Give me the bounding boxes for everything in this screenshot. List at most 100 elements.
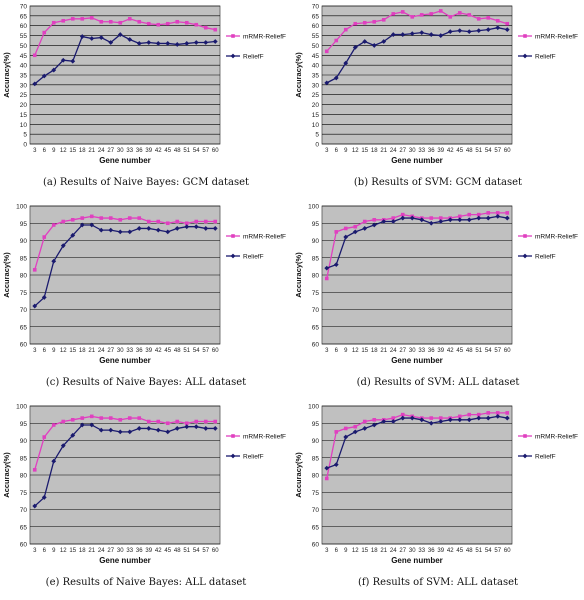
data-point xyxy=(137,19,142,24)
data-point xyxy=(410,15,415,19)
y-tick-label: 35 xyxy=(20,73,28,80)
data-point xyxy=(60,443,66,449)
legend-marker xyxy=(231,234,235,238)
y-tick-label: 35 xyxy=(312,73,320,80)
legend-marker xyxy=(230,453,236,459)
data-point xyxy=(137,416,142,420)
data-point xyxy=(447,417,453,423)
data-point xyxy=(174,42,180,47)
x-tick-label: 3 xyxy=(33,148,37,154)
data-point xyxy=(193,424,199,430)
x-tick-label: 12 xyxy=(352,148,359,154)
x-tick-label: 18 xyxy=(371,548,378,554)
data-point xyxy=(155,41,161,46)
x-tick-label: 36 xyxy=(428,348,435,354)
x-tick-label: 3 xyxy=(33,348,37,354)
data-point xyxy=(89,16,94,20)
y-tick-label: 0 xyxy=(23,142,27,149)
x-tick-label: 57 xyxy=(202,548,209,554)
data-point xyxy=(89,422,95,428)
data-point xyxy=(156,22,161,27)
figure-caption: (f) Results of SVM: ALL dataset xyxy=(357,577,519,588)
data-point xyxy=(70,218,75,222)
x-tick-label: 18 xyxy=(79,348,86,354)
legend-label: mRMR-ReliefF xyxy=(243,34,286,41)
y-tick-label: 85 xyxy=(312,455,320,462)
x-tick-label: 3 xyxy=(325,348,329,354)
x-tick-label: 45 xyxy=(164,148,171,154)
x-tick-label: 27 xyxy=(107,548,114,554)
y-tick-label: 25 xyxy=(20,92,28,99)
x-tick-label: 39 xyxy=(145,348,152,354)
data-point xyxy=(504,415,510,421)
data-point xyxy=(324,476,329,481)
x-tick-label: 33 xyxy=(418,548,425,554)
x-tick-label: 33 xyxy=(418,148,425,154)
data-point xyxy=(476,412,481,417)
data-point xyxy=(438,216,443,220)
x-tick-label: 6 xyxy=(43,348,47,354)
data-point xyxy=(457,11,462,15)
x-tick-label: 3 xyxy=(33,548,37,554)
data-point xyxy=(184,224,190,230)
x-tick-label: 39 xyxy=(145,148,152,154)
y-tick-label: 5 xyxy=(23,132,27,139)
data-point xyxy=(80,416,85,420)
data-point xyxy=(203,226,209,231)
y-tick-label: 100 xyxy=(16,404,27,411)
data-point xyxy=(146,419,151,424)
y-tick-label: 90 xyxy=(20,438,28,445)
data-point xyxy=(146,219,151,224)
legend-label: ReliefF xyxy=(243,54,264,61)
y-tick-label: 25 xyxy=(312,92,320,99)
y-tick-label: 80 xyxy=(312,273,320,280)
x-tick-label: 51 xyxy=(475,348,482,354)
data-point xyxy=(32,468,37,472)
figure-caption: (d) Results of SVM: ALL dataset xyxy=(356,377,520,388)
data-point xyxy=(137,216,142,220)
x-tick-label: 15 xyxy=(361,148,368,154)
data-point xyxy=(51,458,57,464)
data-point xyxy=(371,422,377,428)
x-tick-label: 9 xyxy=(52,148,56,154)
y-tick-label: 90 xyxy=(20,238,28,245)
y-tick-label: 10 xyxy=(312,122,320,129)
x-tick-label: 36 xyxy=(428,148,435,154)
x-tick-label: 24 xyxy=(98,148,105,154)
data-point xyxy=(108,416,113,420)
data-point xyxy=(333,462,339,468)
y-tick-label: 40 xyxy=(312,63,320,70)
x-tick-label: 39 xyxy=(437,348,444,354)
data-point xyxy=(362,219,367,224)
y-tick-label: 90 xyxy=(312,438,320,445)
x-tick-label: 33 xyxy=(418,348,425,354)
data-point xyxy=(32,303,38,309)
data-point xyxy=(362,419,367,424)
chart-panel: 0 5 10 15 20 25 30 35 40 45 50 55 60 65 70 3 6 9 12 15 18 21 2… xyxy=(292,0,584,200)
legend-label: mRMR-ReliefF xyxy=(535,234,578,241)
y-tick-label: 50 xyxy=(312,43,320,50)
data-point xyxy=(505,211,510,215)
y-axis-label: Accuracy(%) xyxy=(294,452,303,498)
data-point xyxy=(184,421,189,426)
data-point xyxy=(61,419,66,424)
y-tick-label: 70 xyxy=(20,4,28,11)
y-tick-label: 75 xyxy=(312,290,320,297)
x-tick-label: 39 xyxy=(437,148,444,154)
data-point xyxy=(61,18,66,23)
x-tick-label: 30 xyxy=(117,148,124,154)
x-tick-label: 9 xyxy=(52,348,56,354)
data-point xyxy=(203,25,208,30)
x-tick-label: 51 xyxy=(475,548,482,554)
x-axis-label: Gene number xyxy=(391,356,443,365)
x-tick-label: 51 xyxy=(183,148,190,154)
x-tick-label: 42 xyxy=(447,548,454,554)
data-point xyxy=(391,216,396,220)
data-point xyxy=(486,211,491,215)
data-point xyxy=(495,211,500,215)
data-point xyxy=(194,419,199,424)
x-tick-label: 30 xyxy=(117,548,124,554)
data-point xyxy=(79,422,85,428)
data-point xyxy=(213,219,218,224)
